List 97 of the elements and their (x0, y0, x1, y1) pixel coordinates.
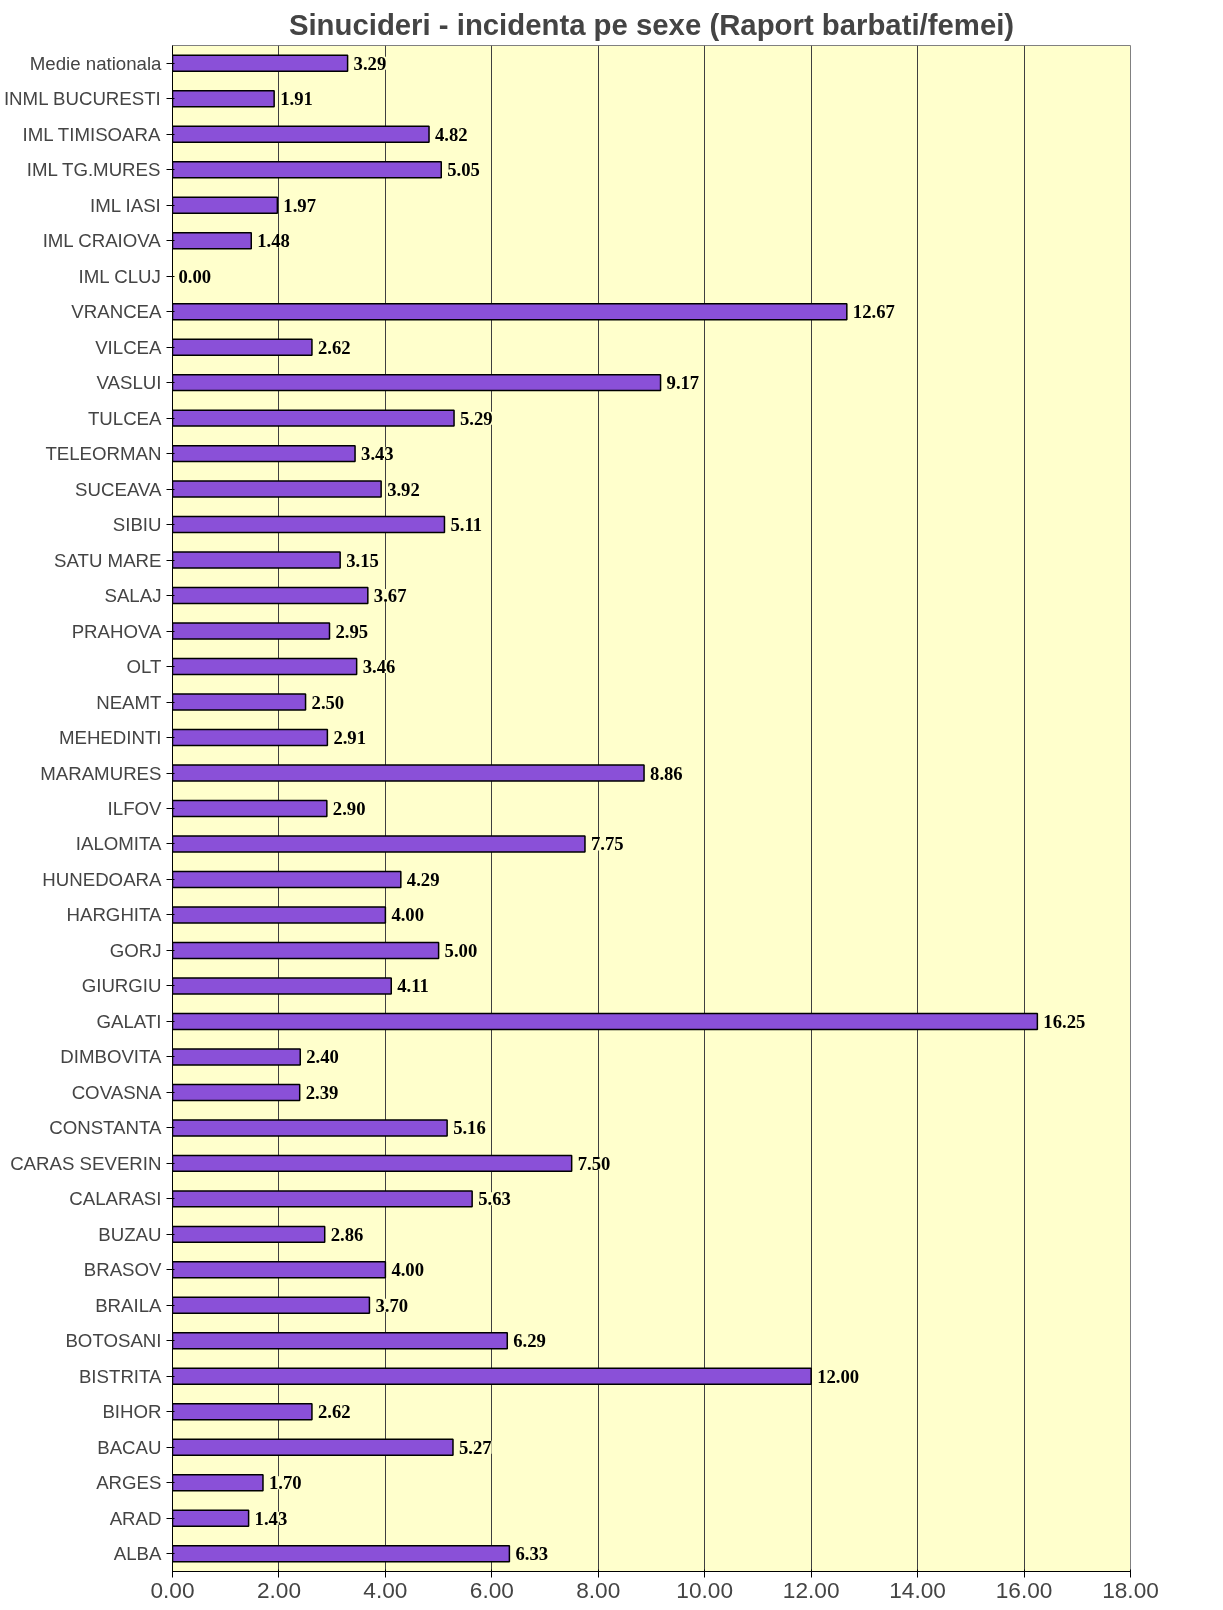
data-label: 1.91 (280, 88, 313, 110)
data-label: 5.16 (453, 1117, 486, 1139)
x-tick-label: 18.00 (1102, 1576, 1159, 1603)
data-label: 3.29 (353, 52, 387, 74)
data-label: 2.62 (317, 1401, 351, 1423)
y-tick-label: HARGHITA (66, 904, 163, 926)
data-label: 2.86 (330, 1223, 364, 1245)
y-tick-label: CONSTANTA (49, 1117, 163, 1139)
y-tick-label: PRAHOVA (71, 620, 163, 642)
x-tick-label: 14.00 (889, 1576, 946, 1603)
y-tick-label: Medie nationala (29, 52, 163, 74)
y-tick-label: INML BUCURESTI (3, 88, 161, 110)
data-label: 12.00 (817, 1365, 860, 1387)
data-label: 5.27 (458, 1436, 492, 1458)
y-tick-label: BISTRITA (78, 1365, 163, 1387)
data-label: 5.05 (447, 159, 480, 181)
y-tick-label: MEHEDINTI (58, 727, 162, 749)
y-tick-label: SATU MARE (54, 549, 162, 571)
y-tick-label: IML TG.MURES (26, 159, 161, 181)
x-tick-label: 4.00 (363, 1576, 408, 1603)
data-label: 1.43 (254, 1507, 288, 1529)
chart-title: Sinucideri - incidenta pe sexe (Raport barbati/femei) (288, 7, 1015, 41)
x-tick-label: 16.00 (995, 1576, 1053, 1603)
y-tick-label: SUCEAVA (75, 478, 163, 500)
y-tick-label: BRASOV (83, 1259, 163, 1281)
data-label: 2.62 (317, 336, 351, 358)
data-label: 12.67 (852, 301, 895, 323)
data-label: 2.90 (332, 798, 366, 819)
y-tick-label: ILFOV (107, 798, 163, 819)
y-tick-label: BRAILA (95, 1294, 163, 1316)
y-tick-label: HUNEDOARA (42, 868, 163, 890)
data-label: 3.15 (346, 549, 379, 571)
data-label: 4.00 (391, 904, 425, 926)
x-tick-label: 8.00 (576, 1576, 621, 1603)
data-label: 2.40 (306, 1046, 339, 1068)
data-label: 7.50 (577, 1152, 611, 1174)
y-tick-label: ARGES (96, 1472, 162, 1494)
y-tick-label: BUZAU (98, 1223, 162, 1245)
y-tick-label: GIURGIU (81, 975, 162, 997)
y-tick-label: BACAU (97, 1436, 162, 1458)
data-label: 2.39 (305, 1081, 339, 1103)
data-label: 4.00 (391, 1259, 425, 1281)
data-label: 7.75 (590, 833, 624, 855)
data-label: 16.25 (1043, 1010, 1086, 1032)
y-tick-label: IALOMITA (75, 833, 163, 855)
data-label: 5.63 (478, 1188, 511, 1210)
y-tick-label: IML CRAIOVA (42, 230, 162, 252)
data-label: 3.70 (375, 1294, 409, 1316)
y-tick-label: ARAD (109, 1507, 162, 1529)
y-tick-label: DIMBOVITA (60, 1046, 163, 1068)
data-label: 8.86 (650, 762, 683, 784)
data-label: 1.70 (268, 1472, 302, 1494)
y-tick-label: CARAS SEVERIN (10, 1152, 162, 1174)
data-label: 2.50 (311, 691, 345, 713)
data-label: 5.00 (444, 939, 478, 961)
data-label: 6.33 (515, 1543, 549, 1565)
x-tick-label: 0.00 (150, 1576, 195, 1603)
y-tick-label: COVASNA (71, 1081, 163, 1103)
x-tick-label: 12.00 (782, 1576, 840, 1603)
data-label: 4.82 (435, 123, 468, 145)
y-tick-label: CALARASI (69, 1188, 162, 1210)
x-tick-label: 6.00 (469, 1576, 514, 1603)
data-label: 2.95 (335, 620, 369, 642)
y-tick-label: ALBA (113, 1543, 163, 1565)
data-label: 3.67 (373, 585, 407, 607)
y-tick-label: TULCEA (87, 407, 163, 429)
data-label: 0.00 (178, 265, 212, 287)
data-label: 9.17 (666, 372, 700, 394)
y-tick-label: OLT (126, 656, 162, 678)
y-tick-label: IML IASI (89, 194, 161, 216)
data-label: 5.29 (460, 407, 493, 429)
y-tick-label: SALAJ (104, 585, 162, 607)
data-label: 5.11 (450, 514, 483, 536)
y-tick-label: VRANCEA (71, 301, 163, 323)
y-tick-label: TELEORMAN (45, 443, 162, 465)
data-label: 3.92 (387, 478, 420, 500)
y-tick-label: MARAMURES (40, 762, 162, 784)
y-tick-label: GALATI (96, 1010, 162, 1032)
data-label: 1.97 (283, 194, 316, 216)
y-tick-label: VILCEA (95, 336, 163, 358)
y-tick-label: BOTOSANI (65, 1330, 162, 1352)
data-label: 2.91 (333, 727, 367, 749)
y-tick-label: VASLUI (96, 372, 162, 394)
y-tick-label: IML CLUJ (78, 265, 161, 287)
y-tick-label: GORJ (109, 939, 162, 961)
y-tick-label: SIBIU (112, 514, 162, 536)
y-tick-label: NEAMT (96, 691, 162, 713)
data-label: 3.46 (362, 656, 396, 678)
x-tick-label: 10.00 (676, 1576, 734, 1603)
data-label: 4.11 (397, 975, 429, 997)
x-tick-label: 2.00 (256, 1576, 302, 1603)
data-label: 1.48 (257, 230, 290, 252)
data-label: 3.43 (361, 443, 394, 465)
y-tick-label: BIHOR (102, 1401, 162, 1423)
data-label: 4.29 (406, 868, 440, 890)
y-tick-label: IML TIMISOARA (22, 123, 162, 145)
data-label: 6.29 (513, 1330, 546, 1352)
